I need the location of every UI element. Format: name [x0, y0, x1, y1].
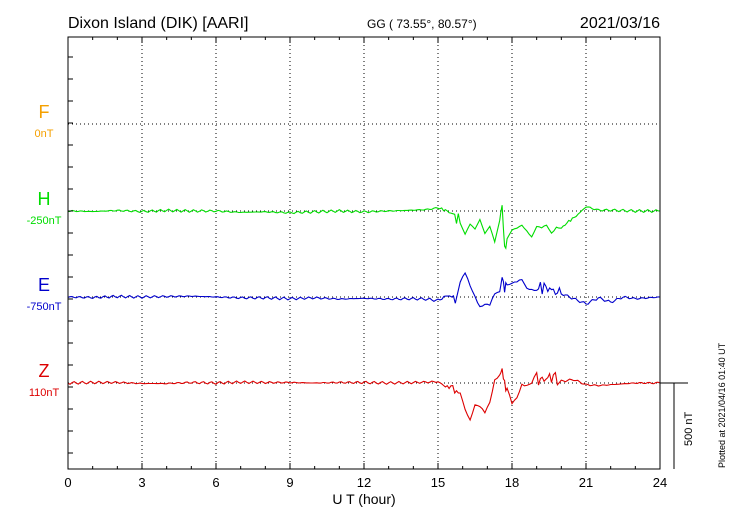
series-line-h [67, 205, 661, 250]
x-tick-label: 15 [431, 475, 445, 490]
series-labels: F 0nT H -250nT E -750nT Z 110nT [27, 102, 62, 399]
x-ticks: 0 3 6 9 12 15 18 21 24 [64, 37, 667, 490]
series-line-e [67, 271, 661, 308]
x-tick-label: 6 [212, 475, 219, 490]
series-label-h: H [38, 189, 51, 209]
scale-bar-label: 500 nT [683, 411, 695, 446]
series-label-z: Z [39, 361, 50, 381]
date-label: 2021/03/16 [580, 15, 660, 32]
coords-label: GG ( 73.55°, 80.57°) [367, 17, 477, 31]
x-tick-label: 9 [286, 475, 293, 490]
x-tick-label: 3 [138, 475, 145, 490]
x-tick-label: 21 [579, 475, 593, 490]
data-series [67, 205, 661, 422]
grid [141, 37, 587, 469]
series-baseline-e: -750nT [27, 301, 62, 313]
x-tick-label: 18 [505, 475, 519, 490]
x-tick-label: 12 [357, 475, 371, 490]
plotted-note: Plotted at 2021/04/16 01:40 UT [717, 342, 727, 468]
station-title: Dixon Island (DIK) [AARI] [68, 15, 249, 32]
series-baseline-h: -250nT [27, 215, 62, 227]
x-axis-label: U T (hour) [332, 491, 395, 507]
x-tick-label: 24 [653, 475, 667, 490]
series-line-z [67, 368, 661, 422]
series-label-e: E [38, 275, 50, 295]
series-label-f: F [39, 102, 50, 122]
series-baseline-z: 110nT [29, 387, 60, 399]
scale-bar: 500 nT [660, 382, 695, 469]
x-tick-label: 0 [64, 475, 71, 490]
series-baseline-f: 0nT [35, 128, 54, 140]
